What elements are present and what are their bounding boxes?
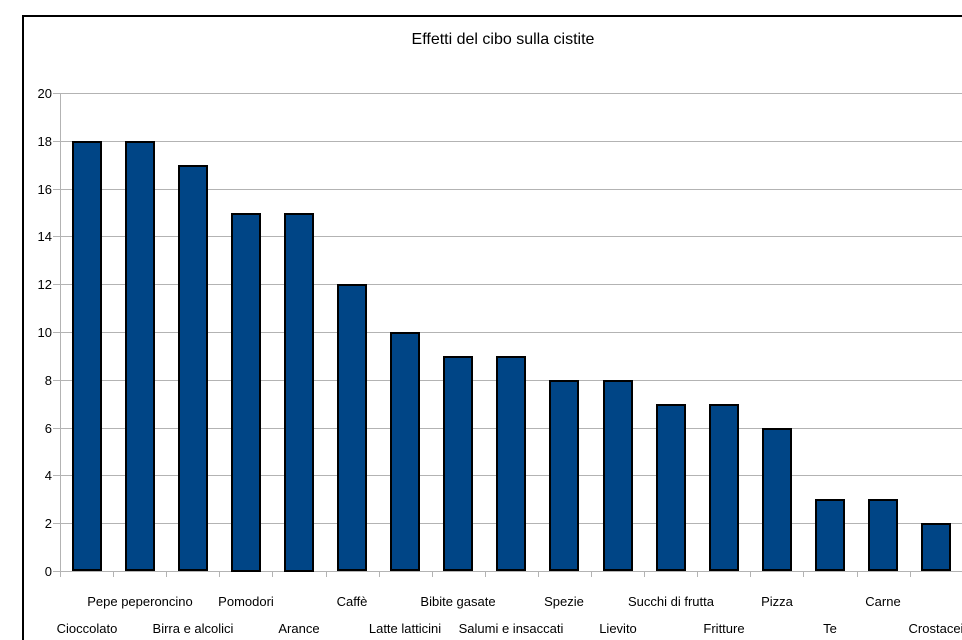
x-label-caffe: Caffè xyxy=(336,594,368,609)
gridline-14 xyxy=(60,236,962,237)
bar-pepe-peperoncino xyxy=(125,141,155,571)
x-label-fritture: Fritture xyxy=(703,621,745,636)
y-tick-12 xyxy=(53,284,60,285)
x-label-te: Te xyxy=(823,621,837,636)
x-tick-7 xyxy=(432,571,433,577)
y-label-10: 10 xyxy=(37,325,52,340)
y-label-18: 18 xyxy=(37,134,52,149)
bar-salumi-e-insaccati xyxy=(496,356,526,571)
x-tick-14 xyxy=(803,571,804,577)
x-label-pepe-peperoncino: Pepe peperoncino xyxy=(87,594,193,609)
y-label-2: 2 xyxy=(44,516,52,531)
gridline-16 xyxy=(60,189,962,190)
bar-spezie xyxy=(549,380,579,571)
y-label-6: 6 xyxy=(44,421,52,436)
bar-pizza xyxy=(762,428,792,571)
x-label-cioccolato: Cioccolato xyxy=(56,621,118,636)
x-tick-8 xyxy=(485,571,486,577)
y-axis-line xyxy=(60,93,61,571)
x-tick-12 xyxy=(697,571,698,577)
y-label-8: 8 xyxy=(44,373,52,388)
y-tick-16 xyxy=(53,189,60,190)
y-label-14: 14 xyxy=(37,229,52,244)
gridline-18 xyxy=(60,141,962,142)
bar-latte-latticini xyxy=(390,332,420,571)
gridline-20 xyxy=(60,93,962,94)
x-tick-15 xyxy=(857,571,858,577)
x-tick-9 xyxy=(538,571,539,577)
x-label-pizza: Pizza xyxy=(761,594,793,609)
y-tick-20 xyxy=(53,93,60,94)
x-label-latte-latticini: Latte latticini xyxy=(368,621,442,636)
x-label-succhi-di-frutta: Succhi di frutta xyxy=(628,594,714,609)
bar-crostacei xyxy=(921,523,951,571)
chart-title: Effetti del cibo sulla cistite xyxy=(411,31,595,48)
x-label-birra-e-alcolici: Birra e alcolici xyxy=(152,621,234,636)
bar-lievito xyxy=(603,380,633,571)
x-tick-4 xyxy=(272,571,273,577)
x-label-bibite-gasate: Bibite gasate xyxy=(420,594,496,609)
y-tick-6 xyxy=(53,428,60,429)
x-label-spezie: Spezie xyxy=(544,594,584,609)
bar-arance xyxy=(284,213,314,572)
x-label-crostacei: Crostacei xyxy=(908,621,962,636)
bar-cioccolato xyxy=(72,141,102,571)
x-label-lievito: Lievito xyxy=(599,621,637,636)
y-tick-10 xyxy=(53,332,60,333)
x-tick-3 xyxy=(219,571,220,577)
bar-birra-e-alcolici xyxy=(178,165,208,571)
x-label-pomodori: Pomodori xyxy=(218,594,274,609)
x-label-arance: Arance xyxy=(278,621,320,636)
x-tick-2 xyxy=(166,571,167,577)
bar-pomodori xyxy=(231,213,261,572)
x-tick-0 xyxy=(60,571,61,577)
y-tick-4 xyxy=(53,475,60,476)
x-axis-line xyxy=(60,571,962,572)
x-tick-13 xyxy=(750,571,751,577)
bar-te xyxy=(815,499,845,571)
x-label-salumi-e-insaccati: Salumi e insaccati xyxy=(458,621,564,636)
y-tick-0 xyxy=(53,571,60,572)
x-tick-16 xyxy=(910,571,911,577)
bar-succhi-di-frutta xyxy=(656,404,686,571)
y-label-4: 4 xyxy=(44,468,52,483)
x-tick-1 xyxy=(113,571,114,577)
y-tick-8 xyxy=(53,380,60,381)
bar-caffe xyxy=(337,284,367,571)
x-tick-11 xyxy=(644,571,645,577)
y-label-12: 12 xyxy=(37,277,52,292)
y-tick-2 xyxy=(53,523,60,524)
bar-carne xyxy=(868,499,898,571)
bar-bibite-gasate xyxy=(443,356,473,571)
bar-fritture xyxy=(709,404,739,571)
y-label-20: 20 xyxy=(37,86,52,101)
y-tick-18 xyxy=(53,141,60,142)
y-label-16: 16 xyxy=(37,182,52,197)
x-label-carne: Carne xyxy=(865,594,901,609)
gridline-10 xyxy=(60,332,962,333)
x-tick-6 xyxy=(379,571,380,577)
y-label-0: 0 xyxy=(44,564,52,579)
x-tick-10 xyxy=(591,571,592,577)
x-tick-5 xyxy=(326,571,327,577)
y-tick-14 xyxy=(53,236,60,237)
gridline-12 xyxy=(60,284,962,285)
